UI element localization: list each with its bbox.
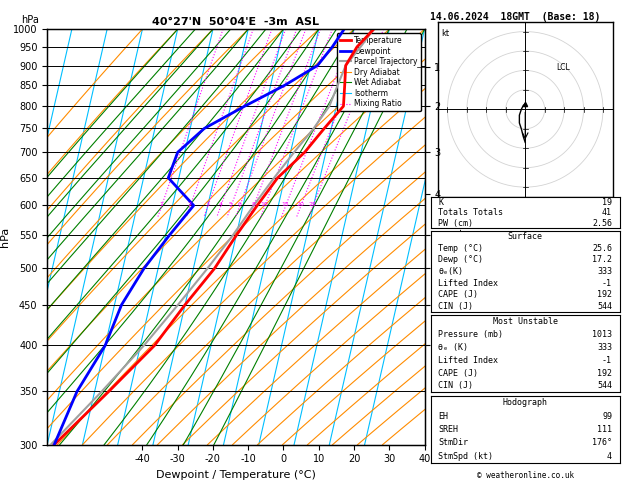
Text: 192: 192 (597, 290, 612, 299)
Text: 192: 192 (597, 368, 612, 378)
Text: Totals Totals: Totals Totals (438, 208, 503, 217)
Text: θₑ(K): θₑ(K) (438, 267, 464, 276)
Text: Lifted Index: Lifted Index (438, 356, 498, 364)
Text: 2: 2 (187, 202, 192, 207)
Text: 3: 3 (206, 202, 209, 207)
Text: Dewp (°C): Dewp (°C) (438, 255, 484, 264)
Text: 4: 4 (607, 451, 612, 461)
Text: -1: -1 (602, 356, 612, 364)
Text: 6: 6 (237, 202, 242, 207)
Text: 10: 10 (260, 202, 268, 207)
Text: SREH: SREH (438, 425, 459, 434)
Text: K: K (438, 198, 443, 207)
Text: kt: kt (441, 29, 449, 38)
Text: 111: 111 (597, 425, 612, 434)
Text: EH: EH (438, 412, 448, 420)
Text: θₑ (K): θₑ (K) (438, 343, 469, 352)
Text: 25.6: 25.6 (592, 244, 612, 253)
Text: 25: 25 (309, 202, 316, 207)
Text: StmSpd (kt): StmSpd (kt) (438, 451, 493, 461)
Text: 5: 5 (229, 202, 233, 207)
Text: 333: 333 (597, 267, 612, 276)
Text: 99: 99 (602, 412, 612, 420)
Text: 4: 4 (218, 202, 223, 207)
Text: 8: 8 (252, 202, 255, 207)
Text: CIN (J): CIN (J) (438, 382, 474, 390)
Text: LCL: LCL (557, 63, 571, 72)
Text: 15: 15 (281, 202, 289, 207)
Title: 40°27'N  50°04'E  -3m  ASL: 40°27'N 50°04'E -3m ASL (152, 17, 320, 27)
Text: 14.06.2024  18GMT  (Base: 18): 14.06.2024 18GMT (Base: 18) (430, 12, 600, 22)
Legend: Temperature, Dewpoint, Parcel Trajectory, Dry Adiabat, Wet Adiabat, Isotherm, Mi: Temperature, Dewpoint, Parcel Trajectory… (337, 33, 421, 111)
Text: 544: 544 (597, 382, 612, 390)
Y-axis label: hPa: hPa (0, 227, 10, 247)
Text: Lifted Index: Lifted Index (438, 278, 498, 288)
Text: CIN (J): CIN (J) (438, 302, 474, 311)
Text: StmDir: StmDir (438, 438, 469, 447)
Text: CAPE (J): CAPE (J) (438, 368, 479, 378)
Text: 2.56: 2.56 (592, 219, 612, 227)
Y-axis label: km
ASL: km ASL (442, 228, 464, 246)
Text: 1: 1 (159, 202, 163, 207)
Text: hPa: hPa (21, 15, 38, 25)
X-axis label: Dewpoint / Temperature (°C): Dewpoint / Temperature (°C) (156, 470, 316, 480)
Text: 1013: 1013 (592, 330, 612, 339)
Text: 20: 20 (296, 202, 304, 207)
Text: 41: 41 (602, 208, 612, 217)
Text: 19: 19 (602, 198, 612, 207)
Text: 544: 544 (597, 302, 612, 311)
Text: 333: 333 (597, 343, 612, 352)
Text: CAPE (J): CAPE (J) (438, 290, 479, 299)
Text: 17.2: 17.2 (592, 255, 612, 264)
Text: -1: -1 (602, 278, 612, 288)
Text: Most Unstable: Most Unstable (493, 317, 558, 326)
Text: Hodograph: Hodograph (503, 398, 548, 407)
Text: PW (cm): PW (cm) (438, 219, 474, 227)
Text: Surface: Surface (508, 232, 543, 241)
Text: Pressure (mb): Pressure (mb) (438, 330, 503, 339)
Text: 176°: 176° (592, 438, 612, 447)
Text: Temp (°C): Temp (°C) (438, 244, 484, 253)
Text: © weatheronline.co.uk: © weatheronline.co.uk (477, 471, 574, 480)
